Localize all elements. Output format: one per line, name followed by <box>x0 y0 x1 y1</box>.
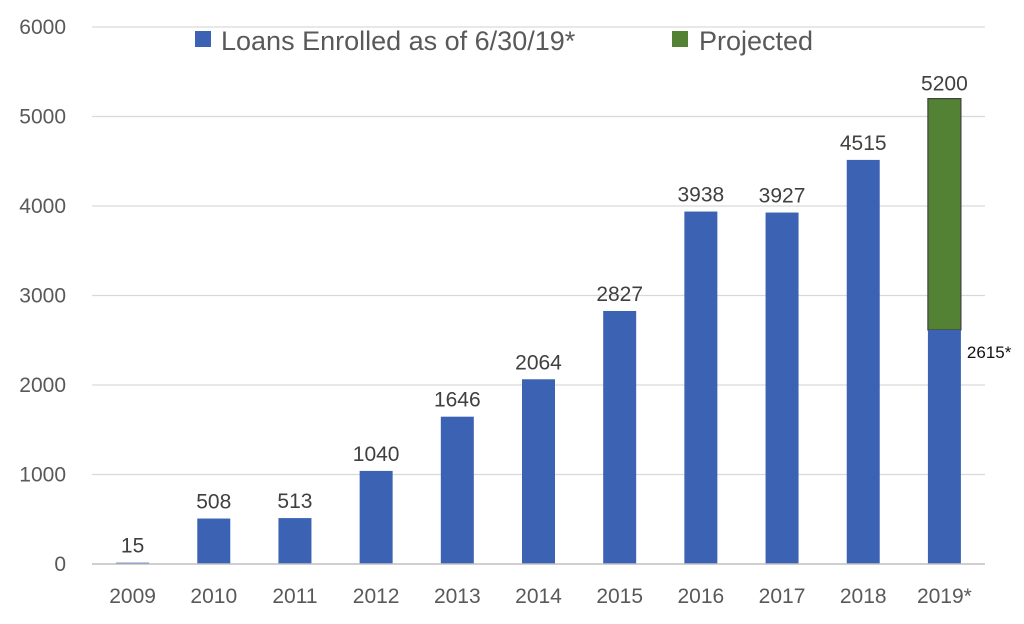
legend-label-loans-enrolled: Loans Enrolled as of 6/30/19* <box>221 26 576 56</box>
x-tick-label: 2017 <box>759 585 806 608</box>
y-tick-label: 3000 <box>19 285 66 308</box>
x-tick-label: 2011 <box>272 585 317 608</box>
data-label-enrolled: 2827 <box>596 283 643 306</box>
x-tick-label: 2013 <box>434 585 481 608</box>
bar-enrolled-2011 <box>278 518 312 564</box>
bar-enrolled-2012 <box>359 470 393 564</box>
data-label-enrolled: 513 <box>277 490 312 513</box>
bar-enrolled-2015 <box>603 310 637 564</box>
data-label-enrolled: 3927 <box>759 185 806 208</box>
y-tick-label: 2000 <box>19 374 66 397</box>
data-label-enrolled: 1040 <box>353 443 400 466</box>
bar-enrolled-2018 <box>846 159 880 564</box>
bar-enrolled-2010 <box>197 518 231 564</box>
data-labels: 5200 15 508 513 1040 1646 2064 2827 3938 3927 4515… <box>121 73 1012 558</box>
x-tick-label: 2018 <box>840 585 887 608</box>
data-label-projected: 5200 <box>921 73 968 96</box>
data-label-enrolled: 2064 <box>515 351 562 374</box>
gridlines <box>92 26 985 476</box>
bar-enrolled-2019* <box>927 329 961 564</box>
bar-enrolled-2013 <box>440 416 474 564</box>
x-tick-label: 2019* <box>917 585 972 608</box>
data-label-enrolled: 15 <box>121 535 144 558</box>
x-tick-label: 2015 <box>596 585 643 608</box>
x-tick-label: 2010 <box>190 585 237 608</box>
y-tick-label: 5000 <box>19 106 66 129</box>
legend-label-projected: Projected <box>699 26 813 56</box>
y-tick-label: 6000 <box>19 16 66 39</box>
y-tick-label: 1000 <box>19 464 66 487</box>
bar-enrolled-2017 <box>765 212 799 564</box>
x-axis: 2009 2010 2011 2012 2013 2014 2015 2016 2017 2018… <box>92 563 985 608</box>
legend: Loans Enrolled as of 6/30/19* Projected <box>195 26 813 56</box>
data-label-enrolled: 508 <box>196 491 231 514</box>
data-label-enrolled: 1646 <box>434 389 481 412</box>
x-tick-label: 2016 <box>678 585 725 608</box>
data-label-enrolled: 4515 <box>840 132 887 155</box>
legend-swatch-loans-enrolled <box>195 31 211 47</box>
x-tick-label: 2012 <box>353 585 400 608</box>
x-tick-label: 2014 <box>515 585 562 608</box>
data-label-enrolled: 2615* <box>967 343 1012 362</box>
bar-projected-2019* <box>927 97 962 331</box>
bar-enrolled-2016 <box>684 211 718 564</box>
data-label-enrolled: 3938 <box>678 184 725 207</box>
bar-enrolled-2014 <box>522 379 555 564</box>
y-axis: 0 1000 2000 3000 4000 5000 6000 <box>19 16 66 576</box>
y-tick-label: 0 <box>54 553 66 576</box>
y-tick-label: 4000 <box>19 195 66 218</box>
bars <box>116 97 962 565</box>
legend-swatch-projected <box>672 31 688 47</box>
x-tick-label: 2009 <box>109 585 156 608</box>
